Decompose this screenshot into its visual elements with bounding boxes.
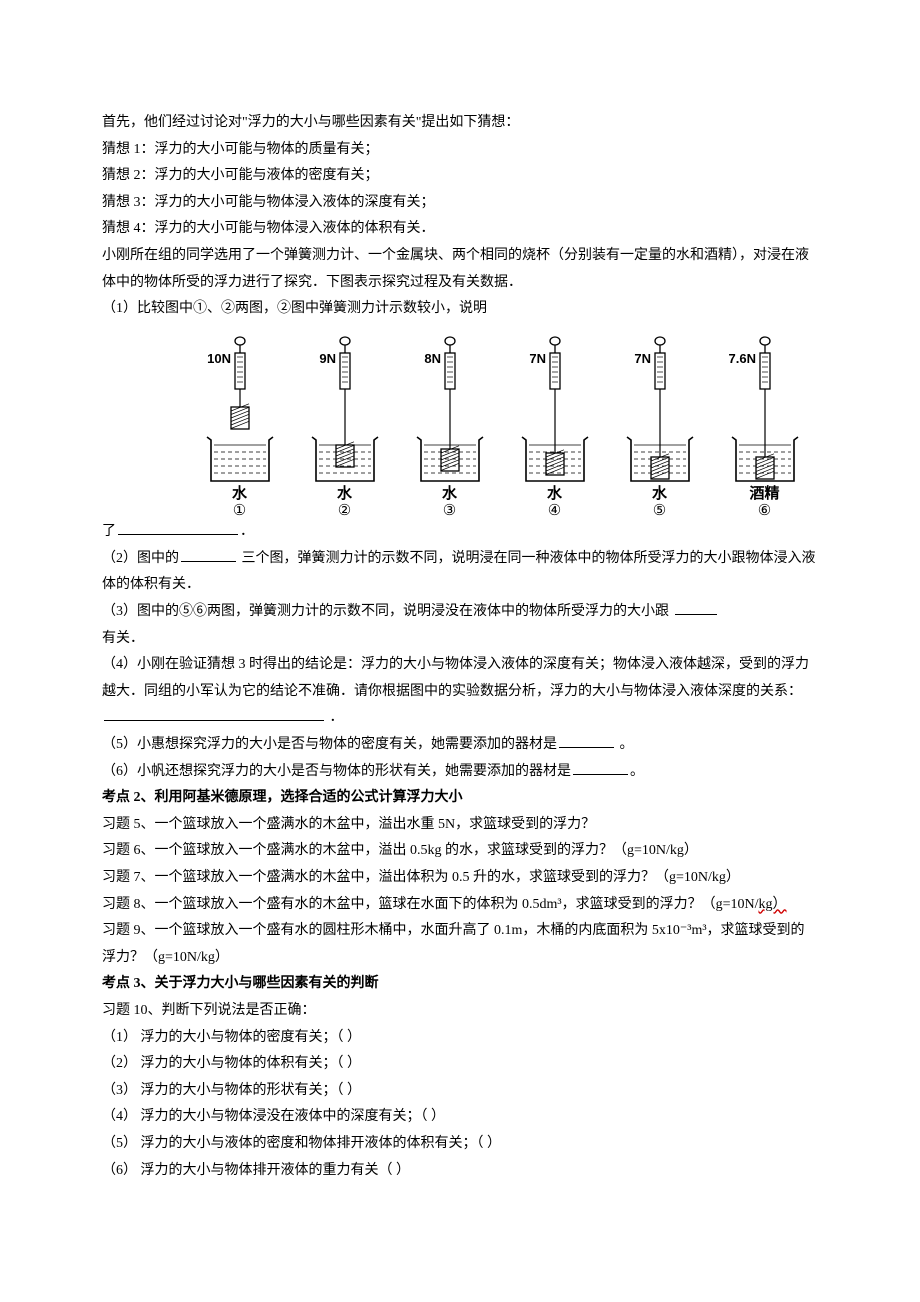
beaker-liquid-label: 水	[547, 485, 562, 503]
beaker-number: ④	[548, 503, 561, 520]
intro-line: 首先，他们经过讨论对"浮力的大小与哪些因素有关"提出如下猜想：	[102, 110, 818, 137]
question-6: （6）小帆还想探究浮力的大小是否与物体的形状有关，她需要添加的器材是 。	[102, 759, 818, 786]
svg-text:7N: 7N	[634, 351, 651, 366]
exercise-9: 习题 9、一个篮球放入一个盛有水的圆柱形木桶中，水面升高了 0.1m，木桶的内底…	[102, 918, 818, 971]
question-2: （2）图中的 三个图，弹簧测力计的示数不同，说明浸在同一种液体中的物体所受浮力的…	[102, 546, 818, 599]
beaker-number: ⑤	[653, 503, 666, 520]
question-3: （3）图中的⑤⑥两图，弹簧测力计的示数不同，说明浸没在液体中的物体所受浮力的大小…	[102, 599, 818, 652]
svg-text:10N: 10N	[207, 351, 231, 366]
beaker-number: ⑥	[758, 503, 771, 520]
beaker-number: ②	[338, 503, 351, 520]
guess-1: 猜想 1：浮力的大小可能与物体的质量有关；	[102, 137, 818, 164]
true-false-item: （6） 浮力的大小与物体排开液体的重力有关（ ）	[102, 1158, 818, 1185]
true-false-item: （1） 浮力的大小与物体的密度有关；（ ）	[102, 1025, 818, 1052]
setup-desc: 小刚所在组的同学选用了一个弹簧测力计、一个金属块、两个相同的烧杯（分别装有一定量…	[102, 243, 818, 296]
guess-2: 猜想 2：浮力的大小可能与液体的密度有关；	[102, 163, 818, 190]
exercise-5: 习题 5、一个篮球放入一个盛满水的木盆中，溢出水重 5N，求篮球受到的浮力？	[102, 812, 818, 839]
svg-text:7.6N: 7.6N	[728, 351, 755, 366]
beaker-liquid-label: 水	[442, 485, 457, 503]
q5-post: 。	[616, 737, 634, 752]
exercise-8: 习题 8、一个篮球放入一个盛有水的木盆中，篮球在水面下的体积为 0.5dm³，求…	[102, 892, 818, 919]
q3-blank	[675, 600, 717, 615]
q1-suffix: ．	[240, 524, 254, 539]
beaker-item: 8N 水③	[402, 333, 497, 520]
document-page: 首先，他们经过讨论对"浮力的大小与哪些因素有关"提出如下猜想： 猜想 1：浮力的…	[0, 0, 920, 1302]
q1-blank	[118, 520, 238, 535]
q6-pre: （6）小帆还想探究浮力的大小是否与物体的形状有关，她需要添加的器材是	[102, 764, 571, 779]
experiment-diagram: 10N水①9N水②8N水③7N水④7N水⑤7.6N酒精⑥	[102, 323, 812, 520]
beaker-item: 9N 水②	[297, 333, 392, 520]
q3-post: 有关．	[102, 631, 144, 646]
beaker-item: 7N 水④	[507, 333, 602, 520]
q4-tail: ．	[326, 710, 344, 725]
q1-blank-line: 了．	[102, 519, 818, 546]
kaodian-2-title: 考点 2、利用阿基米德原理，选择合适的公式计算浮力大小	[102, 785, 818, 812]
svg-text:9N: 9N	[319, 351, 336, 366]
beaker-item: 10N 水①	[192, 333, 287, 520]
beaker-liquid-label: 酒精	[749, 485, 779, 503]
beaker-liquid-label: 水	[337, 485, 352, 503]
exercise-8-a: 习题 8、一个篮球放入一个盛有水的木盆中，篮球在水面下的体积为 0.5dm³，求…	[102, 897, 758, 912]
exercise-6: 习题 6、一个篮球放入一个盛满水的木盆中，溢出 0.5kg 的水，求篮球受到的浮…	[102, 838, 818, 865]
true-false-list: （1） 浮力的大小与物体的密度有关；（ ）（2） 浮力的大小与物体的体积有关；（…	[102, 1025, 818, 1185]
question-1: （1）比较图中①、②两图，②图中弹簧测力计示数较小，说明	[102, 296, 818, 323]
guess-4: 猜想 4：浮力的大小可能与物体浸入液体的体积有关．	[102, 216, 818, 243]
exercise-10: 习题 10、判断下列说法是否正确：	[102, 998, 818, 1025]
wavy-underline: kg）	[758, 897, 786, 912]
exercise-7: 习题 7、一个篮球放入一个盛满水的木盆中，溢出体积为 0.5 升的水，求篮球受到…	[102, 865, 818, 892]
q5-pre: （5）小惠想探究浮力的大小是否与物体的密度有关，她需要添加的器材是	[102, 737, 557, 752]
true-false-item: （2） 浮力的大小与物体的体积有关；（ ）	[102, 1051, 818, 1078]
beaker-number: ①	[233, 503, 246, 520]
q6-post: 。	[630, 764, 644, 779]
q4-text: （4）小刚在验证猜想 3 时得出的结论是：浮力的大小与物体浸入液体的深度有关；物…	[102, 657, 809, 699]
beaker-item: 7N 水⑤	[612, 333, 707, 520]
question-5: （5）小惠想探究浮力的大小是否与物体的密度有关，她需要添加的器材是 。	[102, 732, 818, 759]
guess-3: 猜想 3：浮力的大小可能与物体浸入液体的深度有关；	[102, 190, 818, 217]
svg-text:8N: 8N	[424, 351, 441, 366]
beaker-liquid-label: 水	[652, 485, 667, 503]
beaker-liquid-label: 水	[232, 485, 247, 503]
kaodian-3-title: 考点 3、关于浮力大小与哪些因素有关的判断	[102, 971, 818, 998]
q2-pre: （2）图中的	[102, 551, 179, 566]
svg-text:7N: 7N	[529, 351, 546, 366]
q6-blank	[573, 760, 628, 775]
beaker-number: ③	[443, 503, 456, 520]
true-false-item: （4） 浮力的大小与物体浸没在液体中的深度有关；（ ）	[102, 1104, 818, 1131]
q4-blank	[104, 706, 324, 721]
beaker-item: 7.6N 酒精⑥	[717, 333, 812, 520]
q1-le-char: 了	[102, 524, 116, 539]
question-4: （4）小刚在验证猜想 3 时得出的结论是：浮力的大小与物体浸入液体的深度有关；物…	[102, 652, 818, 732]
q5-blank	[559, 733, 614, 748]
true-false-item: （5） 浮力的大小与液体的密度和物体排开液体的体积有关；（ ）	[102, 1131, 818, 1158]
q2-blank	[181, 547, 236, 562]
true-false-item: （3） 浮力的大小与物体的形状有关；（ ）	[102, 1078, 818, 1105]
q3-pre: （3）图中的⑤⑥两图，弹簧测力计的示数不同，说明浸没在液体中的物体所受浮力的大小…	[102, 604, 673, 619]
